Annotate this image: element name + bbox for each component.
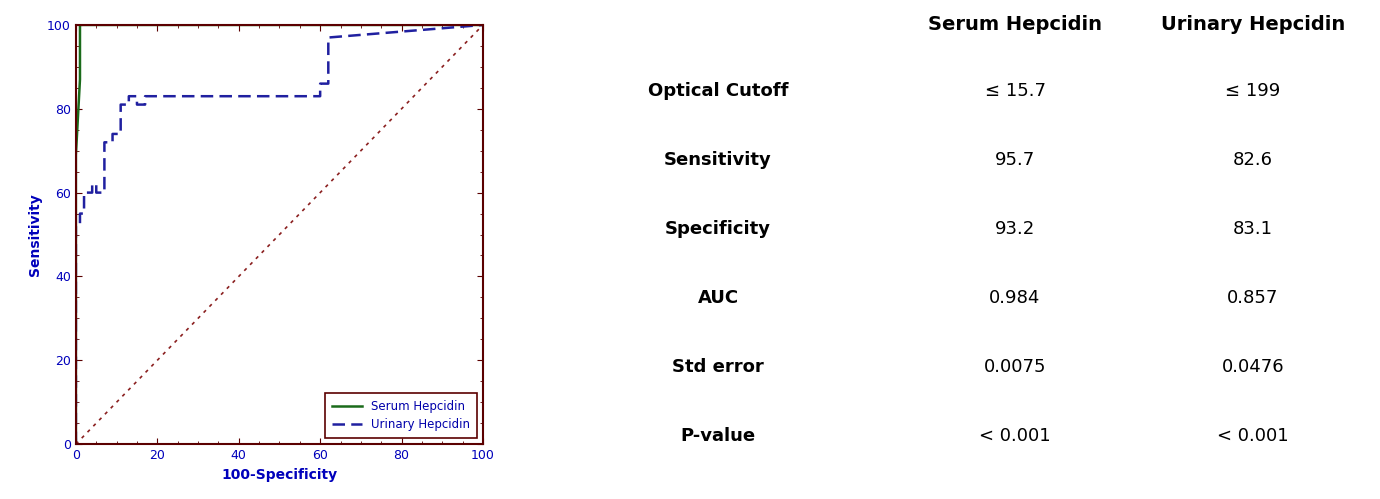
Text: 0.857: 0.857 xyxy=(1227,289,1278,307)
Text: < 0.001: < 0.001 xyxy=(1217,427,1289,445)
Text: 82.6: 82.6 xyxy=(1232,151,1272,169)
Text: P-value: P-value xyxy=(680,427,756,445)
Text: Sensitivity: Sensitivity xyxy=(664,151,771,169)
Text: 0.0476: 0.0476 xyxy=(1221,358,1283,376)
Text: Std error: Std error xyxy=(672,358,765,376)
Text: AUC: AUC xyxy=(697,289,738,307)
Text: Optical Cutoff: Optical Cutoff xyxy=(647,82,788,100)
Y-axis label: Sensitivity: Sensitivity xyxy=(28,193,41,276)
Text: ≤ 15.7: ≤ 15.7 xyxy=(984,82,1046,100)
Text: 0.984: 0.984 xyxy=(989,289,1041,307)
Text: 83.1: 83.1 xyxy=(1232,220,1272,238)
Text: Specificity: Specificity xyxy=(665,220,771,238)
Legend: Serum Hepcidin, Urinary Hepcidin: Serum Hepcidin, Urinary Hepcidin xyxy=(324,393,477,438)
Text: 0.0075: 0.0075 xyxy=(984,358,1046,376)
Text: ≤ 199: ≤ 199 xyxy=(1225,82,1281,100)
Text: Urinary Hepcidin: Urinary Hepcidin xyxy=(1161,15,1346,34)
Text: 93.2: 93.2 xyxy=(995,220,1035,238)
X-axis label: 100-Specificity: 100-Specificity xyxy=(221,468,338,482)
Text: Serum Hepcidin: Serum Hepcidin xyxy=(929,15,1103,34)
Text: 95.7: 95.7 xyxy=(995,151,1035,169)
Text: < 0.001: < 0.001 xyxy=(980,427,1052,445)
